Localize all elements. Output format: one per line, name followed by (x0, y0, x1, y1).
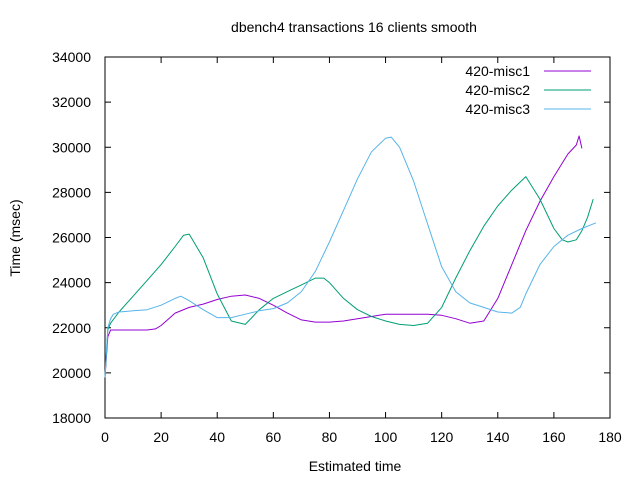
plot-area (104, 56, 611, 419)
x-tick-label: 180 (598, 429, 622, 445)
y-tick-label: 28000 (52, 184, 91, 200)
y-tick-label: 32000 (52, 94, 91, 110)
y-tick-label: 18000 (52, 410, 91, 426)
series-line-420-misc3 (104, 136, 597, 378)
x-tick-label: 80 (322, 429, 338, 445)
series-line-420-misc2 (104, 176, 594, 378)
legend-label: 420-misc2 (465, 82, 530, 98)
legend-label: 420-misc3 (465, 101, 530, 117)
x-tick-label: 0 (101, 429, 109, 445)
y-tick-label: 24000 (52, 275, 91, 291)
x-axis-label: Estimated time (309, 458, 402, 474)
chart-title: dbench4 transactions 16 clients smooth (231, 19, 477, 35)
x-tick-label: 40 (209, 429, 225, 445)
legend: 420-misc1 420-misc2 420-misc3 (465, 63, 591, 117)
y-tick-label: 34000 (52, 49, 91, 65)
series-lines (104, 135, 597, 378)
x-tick-label: 140 (486, 429, 510, 445)
y-tick-label: 30000 (52, 139, 91, 155)
y-tick-label: 20000 (52, 365, 91, 381)
series-line-420-misc1 (104, 135, 583, 378)
x-tick-label: 20 (153, 429, 169, 445)
y-axis: 18000 20000 22000 24000 26000 28000 30000 32000… (52, 49, 610, 426)
legend-label: 420-misc1 (465, 63, 530, 79)
y-axis-label: Time (msec) (7, 199, 23, 276)
x-tick-label: 160 (542, 429, 566, 445)
x-tick-label: 60 (266, 429, 282, 445)
y-tick-label: 22000 (52, 320, 91, 336)
x-axis: 0 20 40 60 80 100 120 140 160 180 (101, 57, 622, 445)
x-tick-label: 100 (374, 429, 398, 445)
x-tick-label: 120 (430, 429, 454, 445)
y-tick-label: 26000 (52, 230, 91, 246)
